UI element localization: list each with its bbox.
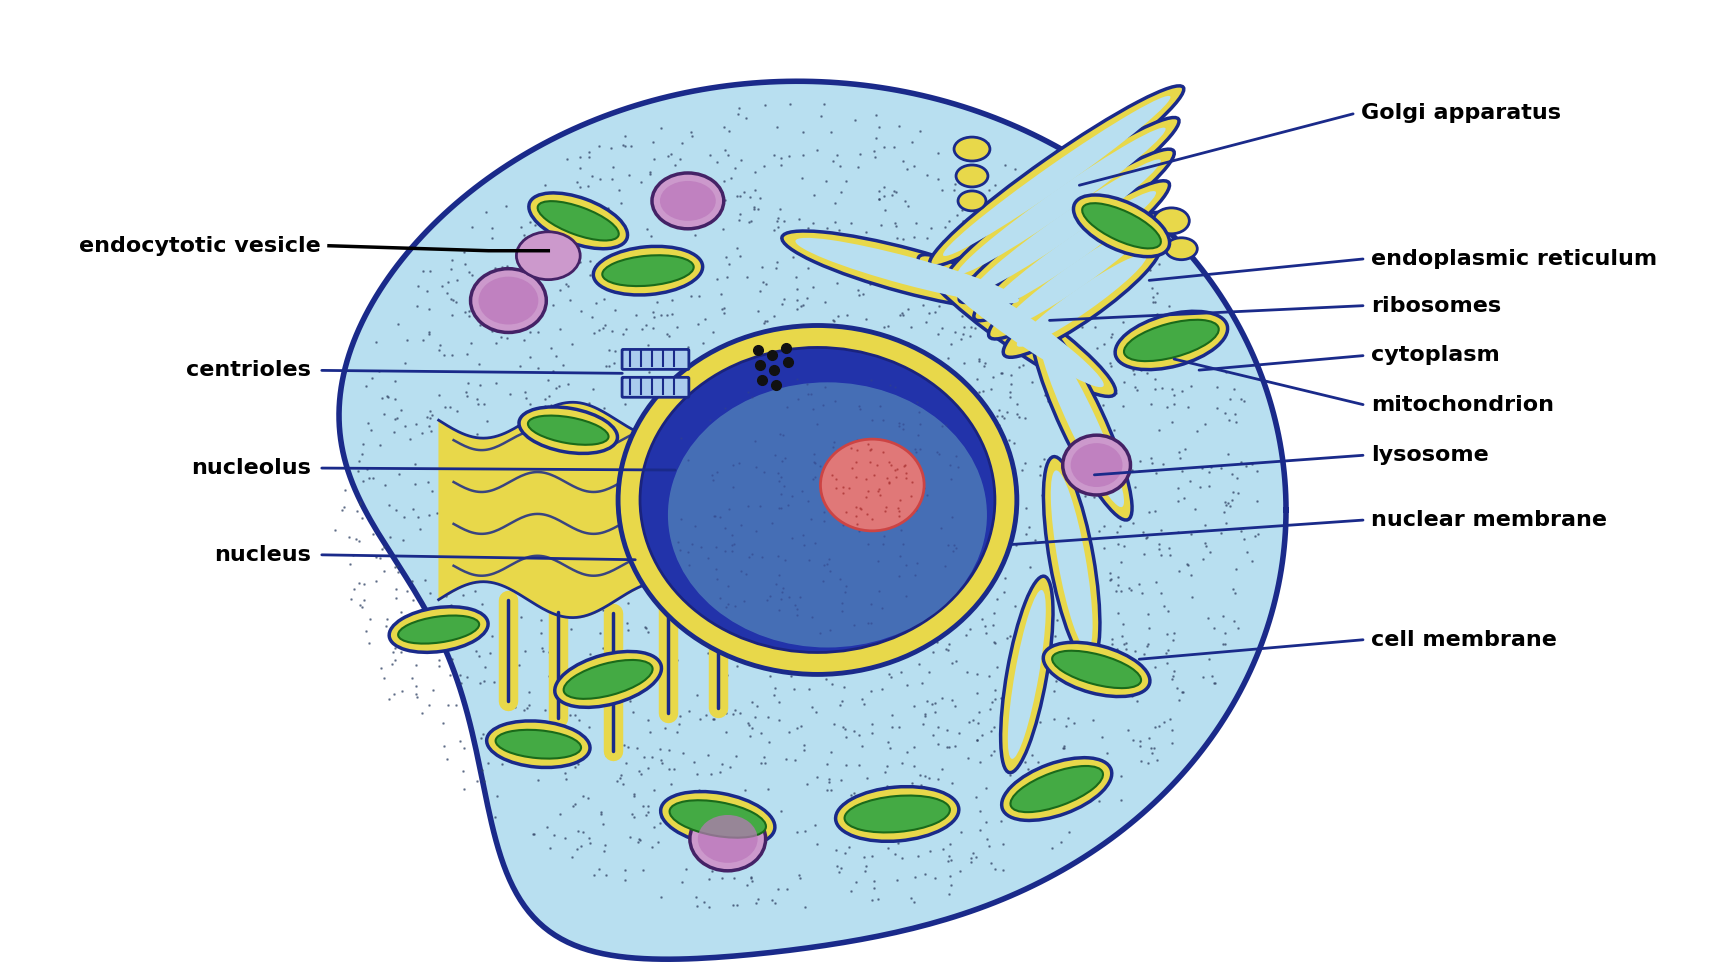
Ellipse shape	[1002, 223, 1151, 328]
Text: endocytotic vesicle: endocytotic vesicle	[80, 236, 321, 256]
Ellipse shape	[1073, 195, 1169, 256]
Ellipse shape	[1039, 333, 1124, 507]
Ellipse shape	[955, 165, 988, 187]
Ellipse shape	[1044, 457, 1099, 663]
Ellipse shape	[1051, 470, 1092, 649]
Ellipse shape	[796, 238, 1020, 304]
Ellipse shape	[564, 660, 652, 699]
Text: nucleus: nucleus	[215, 544, 310, 565]
Ellipse shape	[1016, 254, 1146, 347]
Ellipse shape	[1115, 312, 1228, 369]
Ellipse shape	[1165, 238, 1196, 260]
Polygon shape	[340, 81, 1287, 959]
Ellipse shape	[388, 607, 487, 653]
Ellipse shape	[957, 191, 987, 210]
Ellipse shape	[782, 231, 1032, 311]
Ellipse shape	[529, 193, 628, 248]
Text: lysosome: lysosome	[1372, 445, 1488, 466]
Ellipse shape	[668, 383, 987, 648]
Text: nuclear membrane: nuclear membrane	[1372, 510, 1607, 530]
Ellipse shape	[593, 246, 702, 295]
Ellipse shape	[496, 730, 581, 759]
Text: cytoplasm: cytoplasm	[1372, 346, 1500, 365]
Ellipse shape	[945, 118, 1179, 284]
Ellipse shape	[602, 255, 694, 286]
FancyBboxPatch shape	[623, 350, 688, 369]
Ellipse shape	[518, 407, 617, 454]
Ellipse shape	[690, 807, 766, 871]
Ellipse shape	[652, 173, 723, 229]
FancyBboxPatch shape	[623, 377, 688, 397]
Ellipse shape	[929, 86, 1184, 266]
Ellipse shape	[820, 439, 924, 531]
Ellipse shape	[975, 181, 1169, 320]
Ellipse shape	[943, 95, 1170, 256]
Ellipse shape	[973, 160, 1160, 292]
Ellipse shape	[697, 815, 758, 863]
Ellipse shape	[1002, 758, 1111, 820]
Ellipse shape	[959, 149, 1174, 303]
Text: cell membrane: cell membrane	[1372, 629, 1557, 650]
Ellipse shape	[988, 212, 1165, 339]
Ellipse shape	[987, 191, 1157, 311]
Ellipse shape	[1153, 207, 1190, 234]
Ellipse shape	[1004, 244, 1160, 357]
Ellipse shape	[1124, 319, 1219, 361]
Ellipse shape	[844, 796, 950, 833]
Ellipse shape	[1011, 766, 1103, 812]
Ellipse shape	[538, 202, 619, 241]
Ellipse shape	[929, 264, 1105, 388]
Ellipse shape	[527, 416, 609, 445]
Ellipse shape	[917, 254, 1115, 396]
Ellipse shape	[957, 128, 1165, 274]
Ellipse shape	[954, 137, 990, 161]
Ellipse shape	[1032, 320, 1132, 520]
Ellipse shape	[470, 269, 546, 332]
Ellipse shape	[640, 348, 995, 653]
Text: centrioles: centrioles	[186, 360, 310, 381]
Ellipse shape	[1082, 204, 1160, 248]
Ellipse shape	[661, 181, 716, 221]
Ellipse shape	[617, 325, 1016, 674]
Ellipse shape	[479, 277, 538, 324]
Text: endoplasmic reticulum: endoplasmic reticulum	[1372, 248, 1658, 269]
Ellipse shape	[1053, 651, 1141, 688]
Text: Golgi apparatus: Golgi apparatus	[1361, 103, 1561, 123]
Ellipse shape	[1001, 577, 1053, 772]
Ellipse shape	[836, 787, 959, 842]
Ellipse shape	[661, 792, 775, 846]
Ellipse shape	[1007, 590, 1046, 759]
Text: nucleolus: nucleolus	[191, 458, 310, 478]
Ellipse shape	[669, 801, 766, 838]
Ellipse shape	[1070, 443, 1122, 487]
Ellipse shape	[487, 721, 590, 768]
Ellipse shape	[517, 232, 581, 280]
Text: ribosomes: ribosomes	[1372, 295, 1502, 316]
Ellipse shape	[1063, 435, 1131, 495]
Ellipse shape	[1044, 642, 1150, 696]
Text: mitochondrion: mitochondrion	[1372, 395, 1554, 415]
Ellipse shape	[555, 652, 661, 707]
Ellipse shape	[399, 616, 479, 644]
